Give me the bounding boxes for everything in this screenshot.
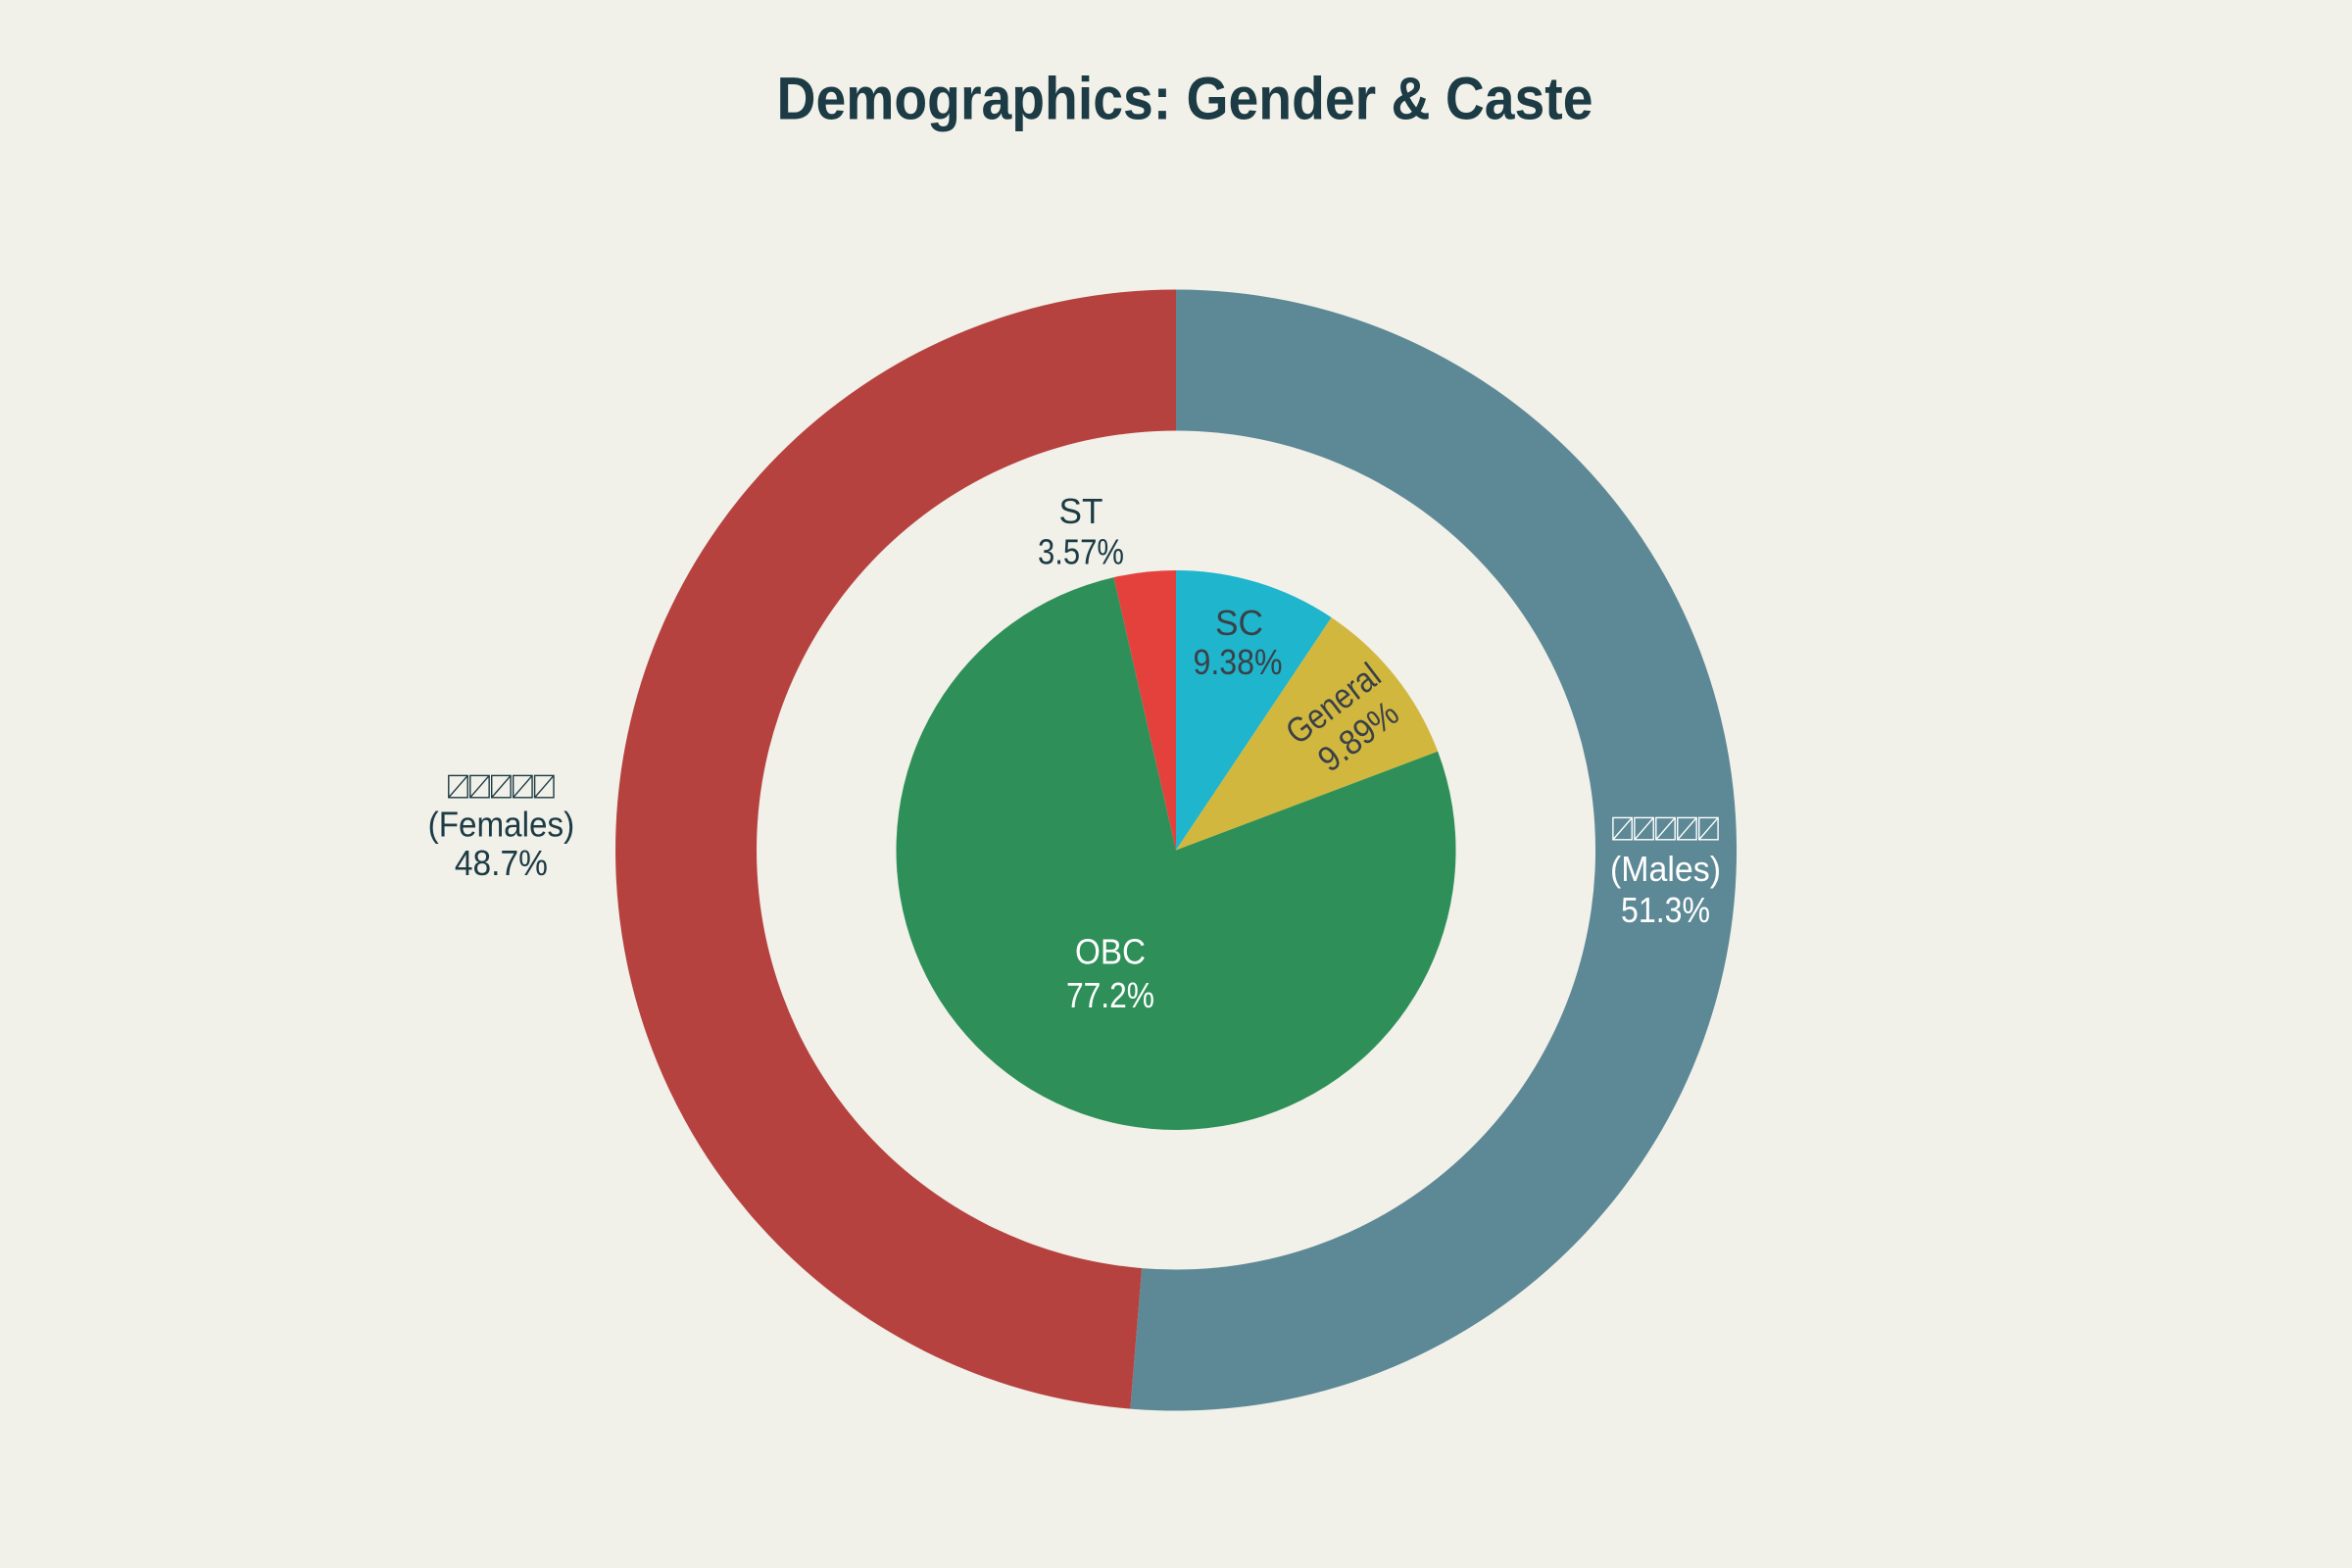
svg-text:51.3%: 51.3% [1621, 890, 1710, 930]
svg-text:48.7%: 48.7% [455, 843, 548, 883]
svg-text:(Males): (Males) [1610, 849, 1721, 889]
svg-text:3.57%: 3.57% [1038, 532, 1124, 572]
svg-text:OBC: OBC [1075, 932, 1146, 972]
svg-text:ST: ST [1059, 491, 1103, 531]
svg-text:(Females): (Females) [428, 804, 575, 844]
svg-text:77.2%: 77.2% [1066, 975, 1154, 1015]
svg-text:9.38%: 9.38% [1194, 642, 1283, 682]
svg-text:SC: SC [1215, 603, 1263, 643]
svg-text:Demographics: Gender & Caste: Demographics: Gender & Caste [777, 66, 1593, 132]
